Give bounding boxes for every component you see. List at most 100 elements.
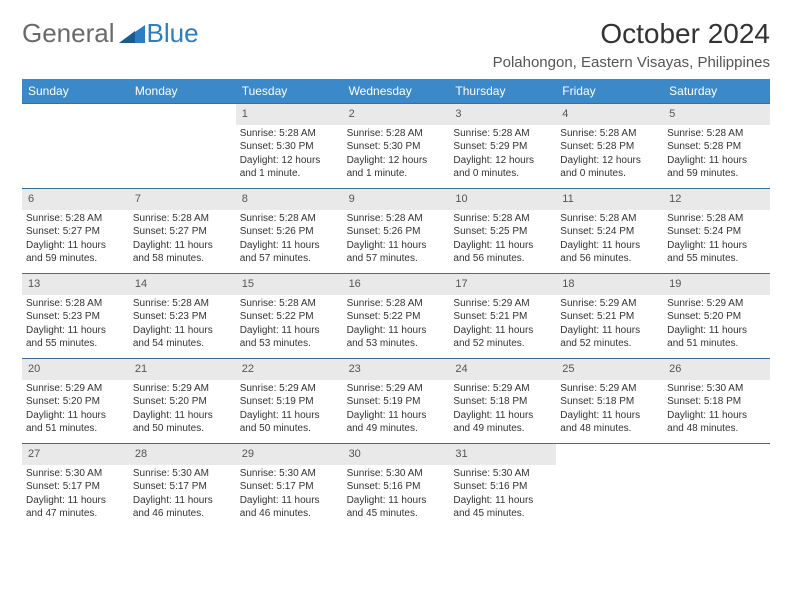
daylight-text: Daylight: 11 hours and 47 minutes.: [26, 494, 125, 521]
day-cell: [556, 444, 663, 528]
daylight-text: Daylight: 11 hours and 46 minutes.: [133, 494, 232, 521]
sunset-text: Sunset: 5:23 PM: [133, 310, 232, 324]
sunrise-text: Sunrise: 5:30 AM: [133, 467, 232, 481]
day-number: 31: [449, 444, 556, 465]
day-cell: 23Sunrise: 5:29 AMSunset: 5:19 PMDayligh…: [343, 359, 450, 443]
sunset-text: Sunset: 5:18 PM: [667, 395, 766, 409]
sunset-text: Sunset: 5:24 PM: [667, 225, 766, 239]
day-number: 22: [236, 359, 343, 380]
sunrise-text: Sunrise: 5:28 AM: [560, 127, 659, 141]
day-cell: 3Sunrise: 5:28 AMSunset: 5:29 PMDaylight…: [449, 104, 556, 188]
day-number: 5: [663, 104, 770, 125]
daylight-text: Daylight: 11 hours and 59 minutes.: [667, 154, 766, 181]
sunset-text: Sunset: 5:17 PM: [26, 480, 125, 494]
dow-cell: Saturday: [663, 79, 770, 103]
daylight-text: Daylight: 11 hours and 56 minutes.: [560, 239, 659, 266]
day-number: 4: [556, 104, 663, 125]
day-number: 3: [449, 104, 556, 125]
day-cell: 1Sunrise: 5:28 AMSunset: 5:30 PMDaylight…: [236, 104, 343, 188]
day-body: Sunrise: 5:28 AMSunset: 5:30 PMDaylight:…: [236, 125, 343, 185]
day-number: 13: [22, 274, 129, 295]
day-number: 16: [343, 274, 450, 295]
day-cell: 28Sunrise: 5:30 AMSunset: 5:17 PMDayligh…: [129, 444, 236, 528]
day-cell: 9Sunrise: 5:28 AMSunset: 5:26 PMDaylight…: [343, 189, 450, 273]
sunrise-text: Sunrise: 5:29 AM: [560, 382, 659, 396]
day-body: Sunrise: 5:28 AMSunset: 5:27 PMDaylight:…: [129, 210, 236, 270]
sunrise-text: Sunrise: 5:29 AM: [133, 382, 232, 396]
day-cell: 26Sunrise: 5:30 AMSunset: 5:18 PMDayligh…: [663, 359, 770, 443]
daylight-text: Daylight: 11 hours and 57 minutes.: [240, 239, 339, 266]
daylight-text: Daylight: 11 hours and 48 minutes.: [560, 409, 659, 436]
day-number: 30: [343, 444, 450, 465]
sunset-text: Sunset: 5:26 PM: [240, 225, 339, 239]
sunset-text: Sunset: 5:30 PM: [347, 140, 446, 154]
day-body: Sunrise: 5:28 AMSunset: 5:27 PMDaylight:…: [22, 210, 129, 270]
day-number: 1: [236, 104, 343, 125]
sunrise-text: Sunrise: 5:29 AM: [453, 382, 552, 396]
daylight-text: Daylight: 11 hours and 52 minutes.: [453, 324, 552, 351]
sunrise-text: Sunrise: 5:28 AM: [453, 212, 552, 226]
day-number: 17: [449, 274, 556, 295]
dow-row: SundayMondayTuesdayWednesdayThursdayFrid…: [22, 79, 770, 103]
day-cell: 31Sunrise: 5:30 AMSunset: 5:16 PMDayligh…: [449, 444, 556, 528]
sunrise-text: Sunrise: 5:30 AM: [453, 467, 552, 481]
day-body: Sunrise: 5:28 AMSunset: 5:23 PMDaylight:…: [22, 295, 129, 355]
day-body: Sunrise: 5:28 AMSunset: 5:24 PMDaylight:…: [663, 210, 770, 270]
daylight-text: Daylight: 11 hours and 54 minutes.: [133, 324, 232, 351]
sunset-text: Sunset: 5:26 PM: [347, 225, 446, 239]
day-cell: 5Sunrise: 5:28 AMSunset: 5:28 PMDaylight…: [663, 104, 770, 188]
day-body: Sunrise: 5:29 AMSunset: 5:20 PMDaylight:…: [129, 380, 236, 440]
day-cell: 24Sunrise: 5:29 AMSunset: 5:18 PMDayligh…: [449, 359, 556, 443]
day-body: Sunrise: 5:28 AMSunset: 5:28 PMDaylight:…: [556, 125, 663, 185]
day-cell: 16Sunrise: 5:28 AMSunset: 5:22 PMDayligh…: [343, 274, 450, 358]
day-number: 29: [236, 444, 343, 465]
sunset-text: Sunset: 5:28 PM: [560, 140, 659, 154]
sunrise-text: Sunrise: 5:29 AM: [26, 382, 125, 396]
sunrise-text: Sunrise: 5:28 AM: [347, 212, 446, 226]
day-cell: 7Sunrise: 5:28 AMSunset: 5:27 PMDaylight…: [129, 189, 236, 273]
location: Polahongon, Eastern Visayas, Philippines: [493, 54, 770, 71]
daylight-text: Daylight: 11 hours and 58 minutes.: [133, 239, 232, 266]
sunrise-text: Sunrise: 5:30 AM: [26, 467, 125, 481]
day-body: Sunrise: 5:30 AMSunset: 5:17 PMDaylight:…: [236, 465, 343, 525]
day-cell: [129, 104, 236, 188]
day-cell: 15Sunrise: 5:28 AMSunset: 5:22 PMDayligh…: [236, 274, 343, 358]
day-number: 18: [556, 274, 663, 295]
dow-cell: Monday: [129, 79, 236, 103]
sunrise-text: Sunrise: 5:28 AM: [133, 212, 232, 226]
daylight-text: Daylight: 11 hours and 53 minutes.: [347, 324, 446, 351]
sunset-text: Sunset: 5:27 PM: [26, 225, 125, 239]
daylight-text: Daylight: 11 hours and 52 minutes.: [560, 324, 659, 351]
daylight-text: Daylight: 11 hours and 56 minutes.: [453, 239, 552, 266]
day-body: Sunrise: 5:28 AMSunset: 5:22 PMDaylight:…: [236, 295, 343, 355]
week-row: 1Sunrise: 5:28 AMSunset: 5:30 PMDaylight…: [22, 103, 770, 188]
daylight-text: Daylight: 12 hours and 0 minutes.: [453, 154, 552, 181]
sunrise-text: Sunrise: 5:28 AM: [240, 127, 339, 141]
day-body: Sunrise: 5:29 AMSunset: 5:20 PMDaylight:…: [663, 295, 770, 355]
day-cell: 21Sunrise: 5:29 AMSunset: 5:20 PMDayligh…: [129, 359, 236, 443]
page: General Blue October 2024 Polahongon, Ea…: [0, 0, 792, 546]
sunrise-text: Sunrise: 5:30 AM: [347, 467, 446, 481]
day-cell: 10Sunrise: 5:28 AMSunset: 5:25 PMDayligh…: [449, 189, 556, 273]
day-body: Sunrise: 5:29 AMSunset: 5:18 PMDaylight:…: [449, 380, 556, 440]
dow-cell: Thursday: [449, 79, 556, 103]
daylight-text: Daylight: 12 hours and 1 minute.: [240, 154, 339, 181]
dow-cell: Sunday: [22, 79, 129, 103]
sunrise-text: Sunrise: 5:29 AM: [240, 382, 339, 396]
sunrise-text: Sunrise: 5:30 AM: [240, 467, 339, 481]
sunset-text: Sunset: 5:17 PM: [133, 480, 232, 494]
logo-triangle-icon: [119, 23, 145, 45]
day-body: Sunrise: 5:29 AMSunset: 5:19 PMDaylight:…: [343, 380, 450, 440]
sunrise-text: Sunrise: 5:30 AM: [667, 382, 766, 396]
day-body: Sunrise: 5:28 AMSunset: 5:24 PMDaylight:…: [556, 210, 663, 270]
day-number: 10: [449, 189, 556, 210]
day-body: Sunrise: 5:30 AMSunset: 5:16 PMDaylight:…: [343, 465, 450, 525]
day-number: 2: [343, 104, 450, 125]
calendar: SundayMondayTuesdayWednesdayThursdayFrid…: [22, 79, 770, 528]
sunset-text: Sunset: 5:20 PM: [26, 395, 125, 409]
day-cell: 19Sunrise: 5:29 AMSunset: 5:20 PMDayligh…: [663, 274, 770, 358]
sunrise-text: Sunrise: 5:29 AM: [667, 297, 766, 311]
day-cell: 17Sunrise: 5:29 AMSunset: 5:21 PMDayligh…: [449, 274, 556, 358]
day-body: Sunrise: 5:29 AMSunset: 5:19 PMDaylight:…: [236, 380, 343, 440]
day-cell: 12Sunrise: 5:28 AMSunset: 5:24 PMDayligh…: [663, 189, 770, 273]
